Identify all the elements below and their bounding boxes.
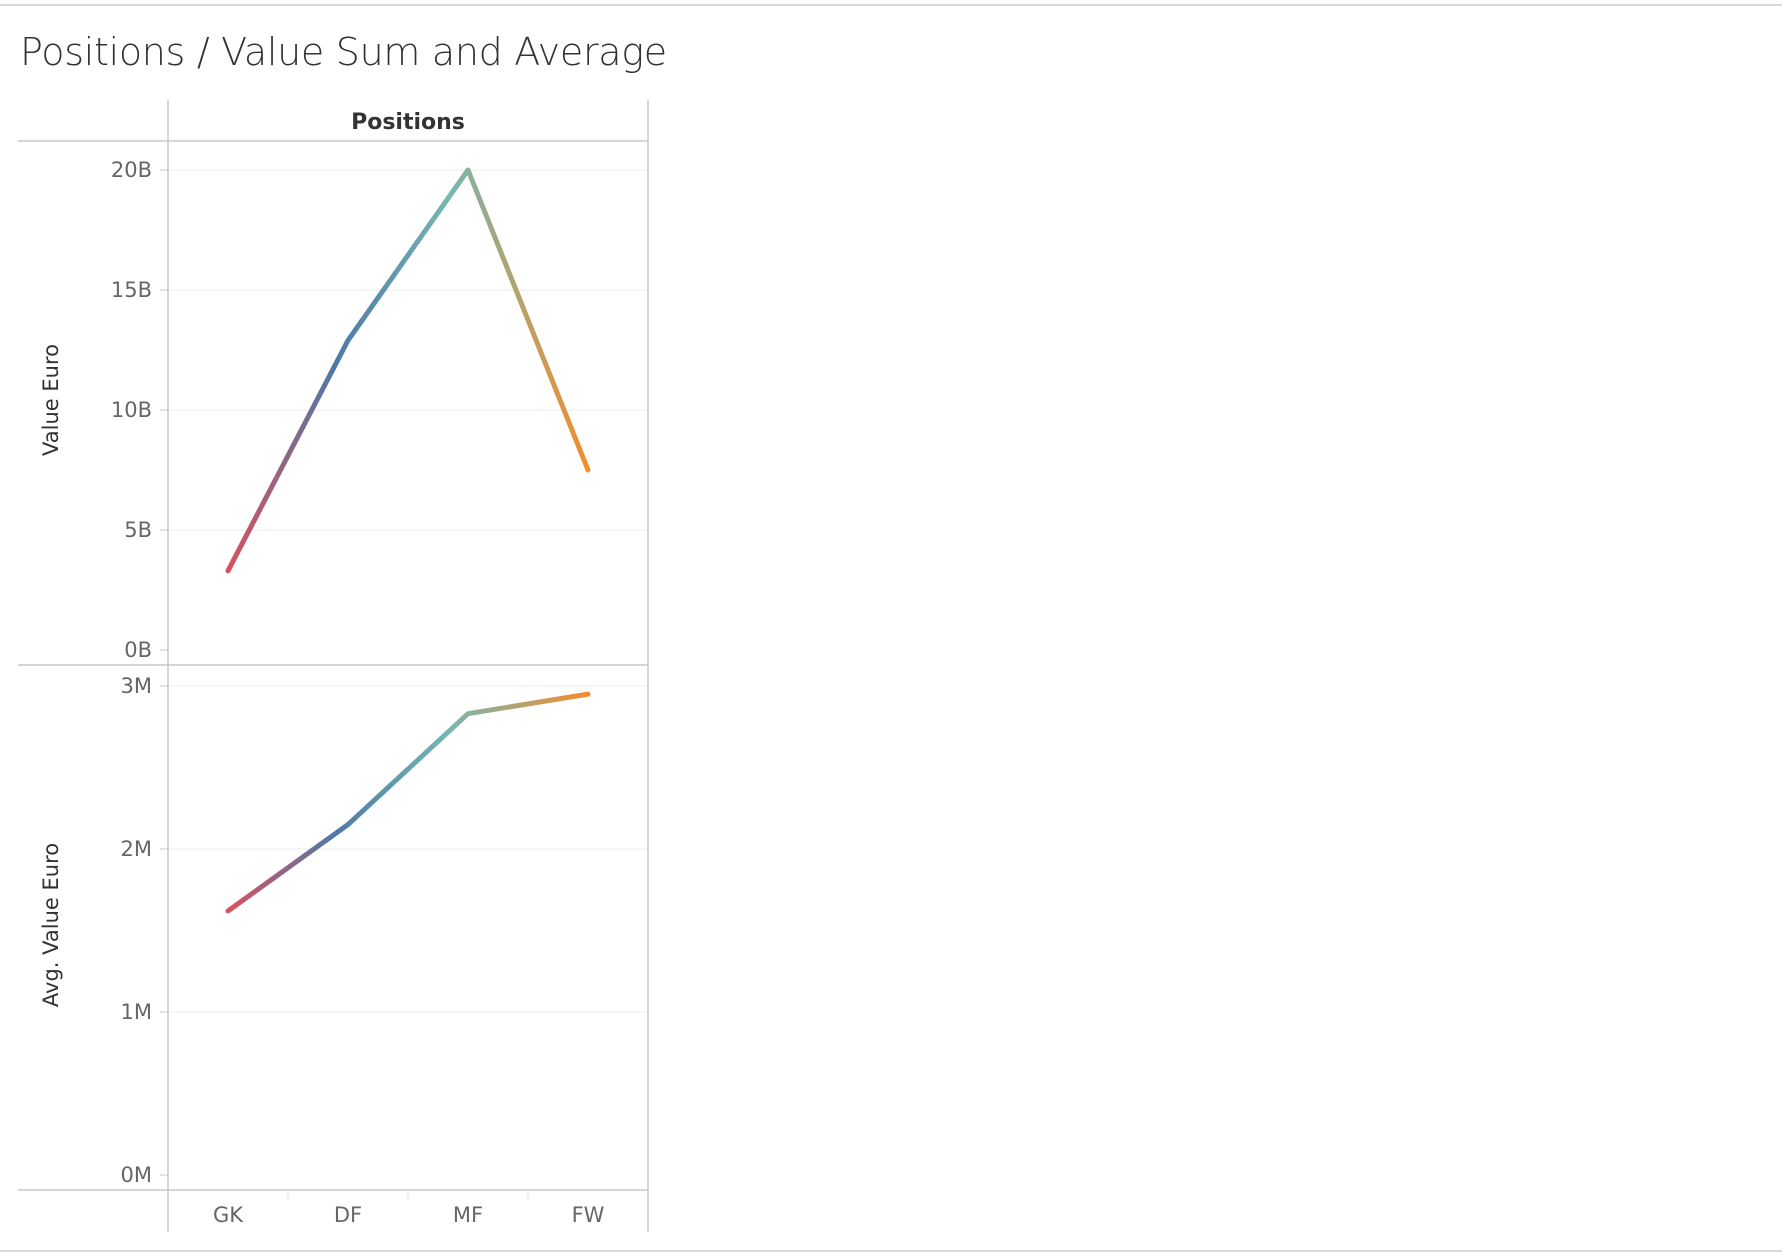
frame-bottom-border xyxy=(0,1250,1782,1252)
y-tick-label: 0M xyxy=(121,1163,152,1187)
data-point[interactable] xyxy=(341,818,355,832)
x-tick-label: MF xyxy=(453,1203,483,1227)
y-tick-label: 0B xyxy=(124,638,152,662)
x-tick-label: FW xyxy=(572,1203,605,1227)
y-axis-title: Value Euro xyxy=(39,344,63,456)
data-point[interactable] xyxy=(461,163,475,177)
series-line-avg-value-euro xyxy=(225,691,591,914)
y-tick-label: 2M xyxy=(121,837,152,861)
data-point[interactable] xyxy=(221,904,235,918)
y-tick-label: 20B xyxy=(111,158,152,182)
series-line-value-euro xyxy=(225,167,591,574)
y-tick-label: 15B xyxy=(111,278,152,302)
column-header: Positions xyxy=(351,110,465,135)
x-tick-label: DF xyxy=(334,1203,362,1227)
data-point[interactable] xyxy=(341,333,355,347)
x-tick-label: GK xyxy=(213,1203,244,1227)
data-point[interactable] xyxy=(461,707,475,721)
frame-top-border xyxy=(0,4,1782,6)
y-tick-label: 5B xyxy=(124,518,152,542)
data-point[interactable] xyxy=(581,463,595,477)
y-tick-label: 1M xyxy=(121,1000,152,1024)
y-tick-label: 10B xyxy=(111,398,152,422)
data-point[interactable] xyxy=(581,687,595,701)
chart-title: Positions / Value Sum and Average xyxy=(20,30,667,74)
y-axis-title: Avg. Value Euro xyxy=(39,843,63,1007)
data-point[interactable] xyxy=(221,564,235,578)
y-tick-label: 3M xyxy=(121,674,152,698)
